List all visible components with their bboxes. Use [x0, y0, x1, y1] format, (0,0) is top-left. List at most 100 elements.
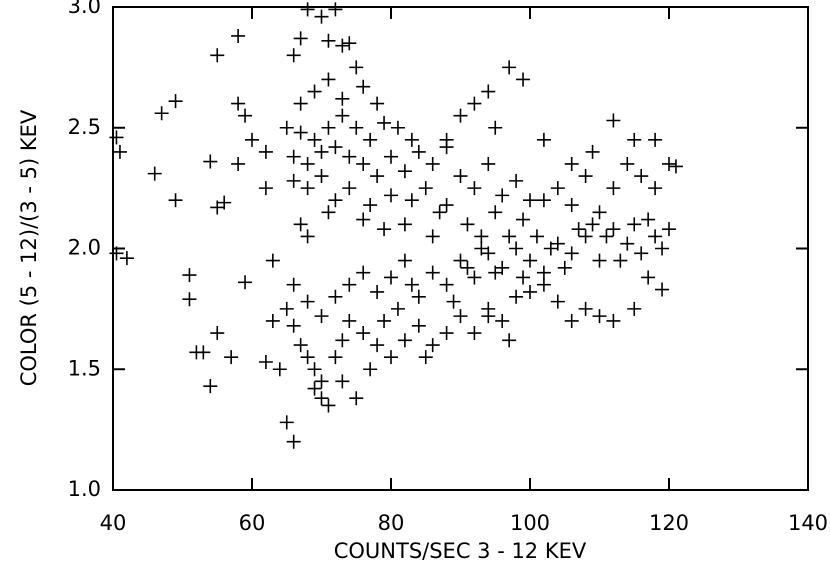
point: [377, 313, 392, 328]
point: [390, 120, 405, 135]
point: [536, 265, 551, 280]
point: [258, 355, 273, 370]
point: [634, 246, 649, 261]
point: [342, 277, 357, 292]
point: [536, 277, 551, 292]
point: [502, 229, 517, 244]
point: [321, 205, 336, 220]
point: [384, 350, 398, 365]
point: [363, 362, 378, 377]
point: [335, 374, 350, 389]
point: [335, 91, 350, 106]
point: [342, 36, 357, 51]
point: [342, 149, 357, 164]
point: [203, 379, 218, 394]
point: [467, 270, 482, 285]
point: [314, 374, 329, 389]
point: [272, 362, 287, 377]
point: [523, 193, 537, 208]
point: [627, 217, 642, 232]
point: [356, 265, 371, 280]
x-tick-label: 80: [378, 511, 405, 535]
point: [293, 31, 308, 46]
point: [349, 60, 364, 75]
point: [279, 415, 294, 430]
point: [356, 156, 371, 171]
point: [293, 125, 308, 140]
point: [109, 130, 124, 145]
point: [439, 132, 454, 147]
point: [342, 181, 357, 196]
point: [384, 149, 398, 164]
point: [529, 229, 544, 244]
point: [425, 265, 440, 280]
x-tick-label: 40: [100, 511, 127, 535]
point: [481, 156, 496, 171]
point: [109, 246, 124, 261]
point: [210, 48, 225, 63]
point: [481, 246, 496, 261]
point: [300, 2, 315, 17]
point: [536, 193, 551, 208]
point: [238, 108, 253, 123]
point: [592, 309, 607, 324]
point: [662, 156, 676, 171]
point: [286, 318, 301, 333]
point: [370, 338, 385, 353]
point: [335, 333, 350, 348]
point: [321, 33, 336, 48]
point: [397, 164, 412, 179]
point: [231, 28, 246, 43]
point: [474, 229, 489, 244]
point: [238, 275, 253, 290]
point: [265, 313, 280, 328]
point: [328, 140, 343, 155]
point: [488, 265, 503, 280]
point: [578, 169, 593, 184]
point: [404, 132, 419, 147]
point: [307, 362, 322, 377]
point: [467, 326, 482, 341]
point: [606, 113, 621, 128]
point: [516, 270, 531, 285]
point: [655, 241, 670, 256]
point: [328, 289, 343, 304]
point: [168, 94, 183, 109]
point: [439, 326, 454, 341]
point: [467, 181, 482, 196]
x-tick-label: 100: [510, 511, 550, 535]
point: [550, 294, 565, 309]
point: [613, 253, 628, 268]
point: [606, 313, 621, 328]
point: [293, 217, 308, 232]
point: [321, 120, 336, 135]
point: [564, 246, 579, 261]
point: [300, 229, 315, 244]
y-tick-label: 2.5: [68, 115, 101, 139]
point: [571, 222, 586, 237]
x-tick-label: 140: [788, 511, 828, 535]
point: [655, 282, 670, 297]
point: [446, 294, 461, 309]
point: [648, 229, 663, 244]
point: [293, 338, 308, 353]
point: [536, 132, 551, 147]
point: [564, 198, 579, 213]
point: [147, 166, 162, 181]
y-tick-label: 1.0: [68, 477, 101, 501]
point: [286, 48, 301, 63]
point: [279, 301, 294, 316]
point: [286, 434, 301, 449]
point: [363, 198, 378, 213]
point: [488, 205, 503, 220]
point: [370, 96, 385, 111]
point: [439, 277, 454, 292]
point: [293, 96, 308, 111]
point: [404, 277, 419, 292]
point: [203, 154, 218, 169]
point: [300, 350, 315, 365]
point: [154, 106, 169, 121]
point: [231, 156, 246, 171]
